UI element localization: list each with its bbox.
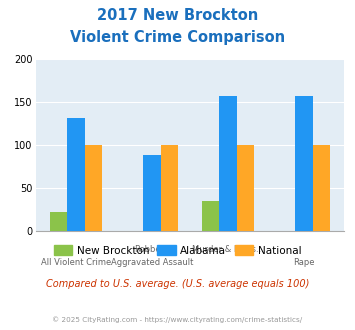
Bar: [219, 96, 237, 231]
Text: Violent Crime Comparison: Violent Crime Comparison: [70, 30, 285, 45]
Bar: [143, 155, 160, 231]
Text: Rape: Rape: [293, 258, 315, 267]
Bar: [84, 145, 102, 231]
Text: Robbery: Robbery: [134, 245, 169, 254]
Bar: [160, 145, 178, 231]
Bar: [50, 212, 67, 231]
Bar: [67, 118, 84, 231]
Legend: New Brockton, Alabama, National: New Brockton, Alabama, National: [50, 241, 305, 260]
Text: All Violent Crime: All Violent Crime: [41, 258, 111, 267]
Bar: [202, 201, 219, 231]
Bar: [313, 145, 330, 231]
Text: © 2025 CityRating.com - https://www.cityrating.com/crime-statistics/: © 2025 CityRating.com - https://www.city…: [53, 317, 302, 323]
Text: Murder & Mans...: Murder & Mans...: [192, 245, 264, 254]
Bar: [295, 96, 313, 231]
Text: Aggravated Assault: Aggravated Assault: [111, 258, 193, 267]
Text: Compared to U.S. average. (U.S. average equals 100): Compared to U.S. average. (U.S. average …: [46, 279, 309, 289]
Text: 2017 New Brockton: 2017 New Brockton: [97, 8, 258, 23]
Bar: [237, 145, 254, 231]
